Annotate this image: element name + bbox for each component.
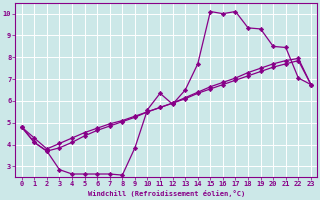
X-axis label: Windchill (Refroidissement éolien,°C): Windchill (Refroidissement éolien,°C): [88, 190, 245, 197]
